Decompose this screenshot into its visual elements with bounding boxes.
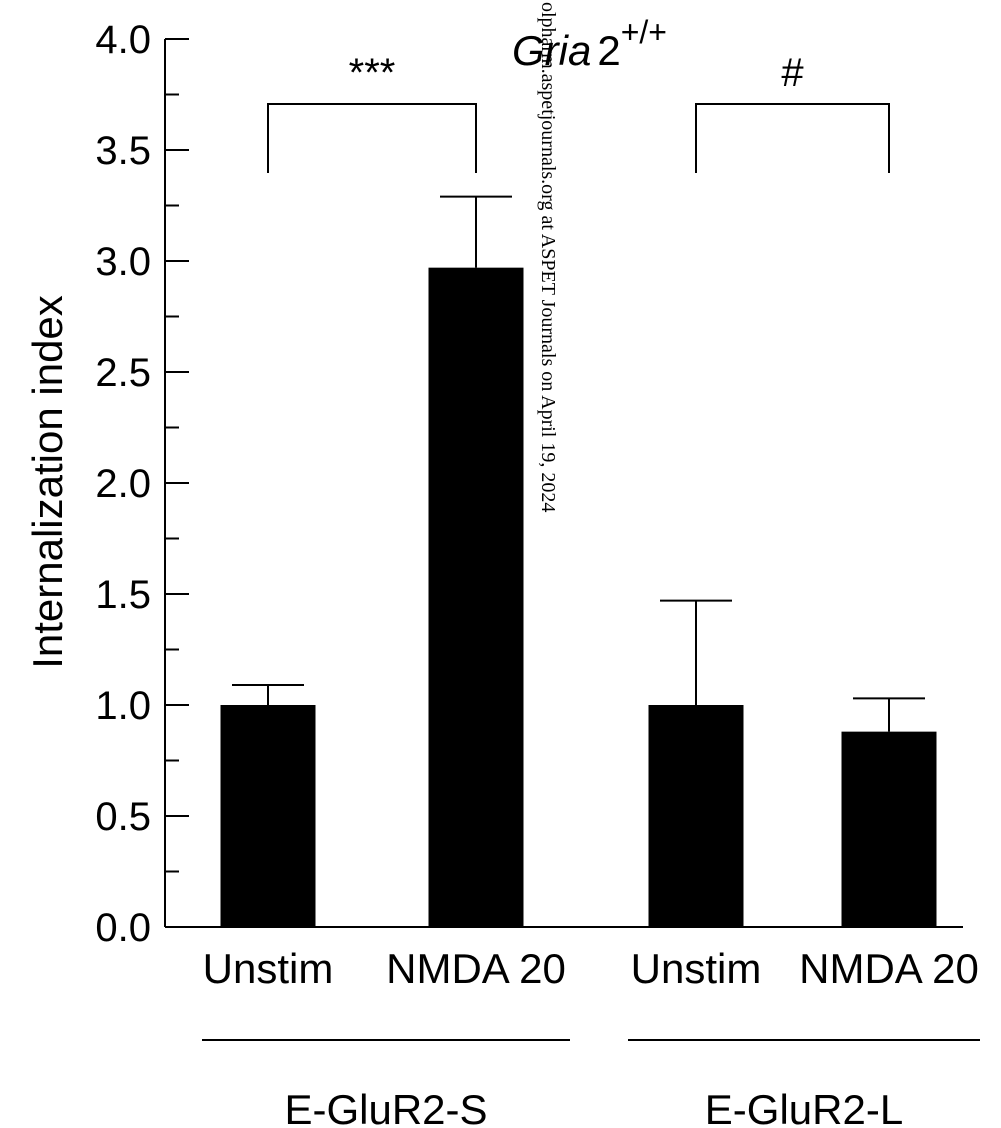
bar-2: [428, 267, 524, 927]
y-axis-title: Internalization index: [24, 295, 71, 669]
y-tick-label: 0.5: [95, 795, 151, 839]
chart-title: Gria 2+/+: [512, 14, 667, 74]
significance-label-1: ***: [349, 51, 396, 95]
y-tick-label: 2.5: [95, 351, 151, 395]
bars-layer: [220, 267, 937, 927]
significance-bracket-2: [695, 103, 890, 173]
x-labels-layer: Unstim NMDA 20 Unstim NMDA 20: [203, 945, 979, 992]
bar-4: [841, 731, 937, 927]
y-tick-label: 4.0: [95, 18, 151, 62]
y-tick-label: 3.0: [95, 240, 151, 284]
y-tick-label: 0.0: [95, 906, 151, 950]
group-labels-layer: E-GluR2-S E-GluR2-L: [202, 1039, 980, 1128]
category-label-2: NMDA 20: [386, 945, 566, 992]
chart-title-superscript: +/+: [621, 14, 667, 50]
bar-1: [220, 705, 316, 927]
group-label-1: E-GluR2-S: [284, 1086, 487, 1128]
watermark-text: olpharm.aspetjournals.org at ASPET Journ…: [537, 2, 559, 512]
significance-bracket-1: [267, 103, 477, 173]
y-tick-label: 3.5: [95, 129, 151, 173]
bar-3: [648, 705, 744, 927]
y-tick-label: 1.0: [95, 684, 151, 728]
category-label-4: NMDA 20: [799, 945, 979, 992]
y-tick-label: 2.0: [95, 462, 151, 506]
significance-layer: *** #: [267, 51, 890, 173]
group-label-2: E-GluR2-L: [705, 1086, 903, 1128]
y-tick-label: 1.5: [95, 573, 151, 617]
category-label-3: Unstim: [631, 945, 762, 992]
chart-title-base: 2: [597, 27, 620, 74]
error-bars-layer: [232, 195, 925, 732]
significance-label-2: #: [781, 51, 804, 95]
chart-title-italic: Gria: [512, 27, 591, 74]
y-ticks-layer: 0.0 0.5 1.0 1.5 2.0 2.5 3.0 3.5 4.0: [95, 18, 189, 950]
category-label-1: Unstim: [203, 945, 334, 992]
